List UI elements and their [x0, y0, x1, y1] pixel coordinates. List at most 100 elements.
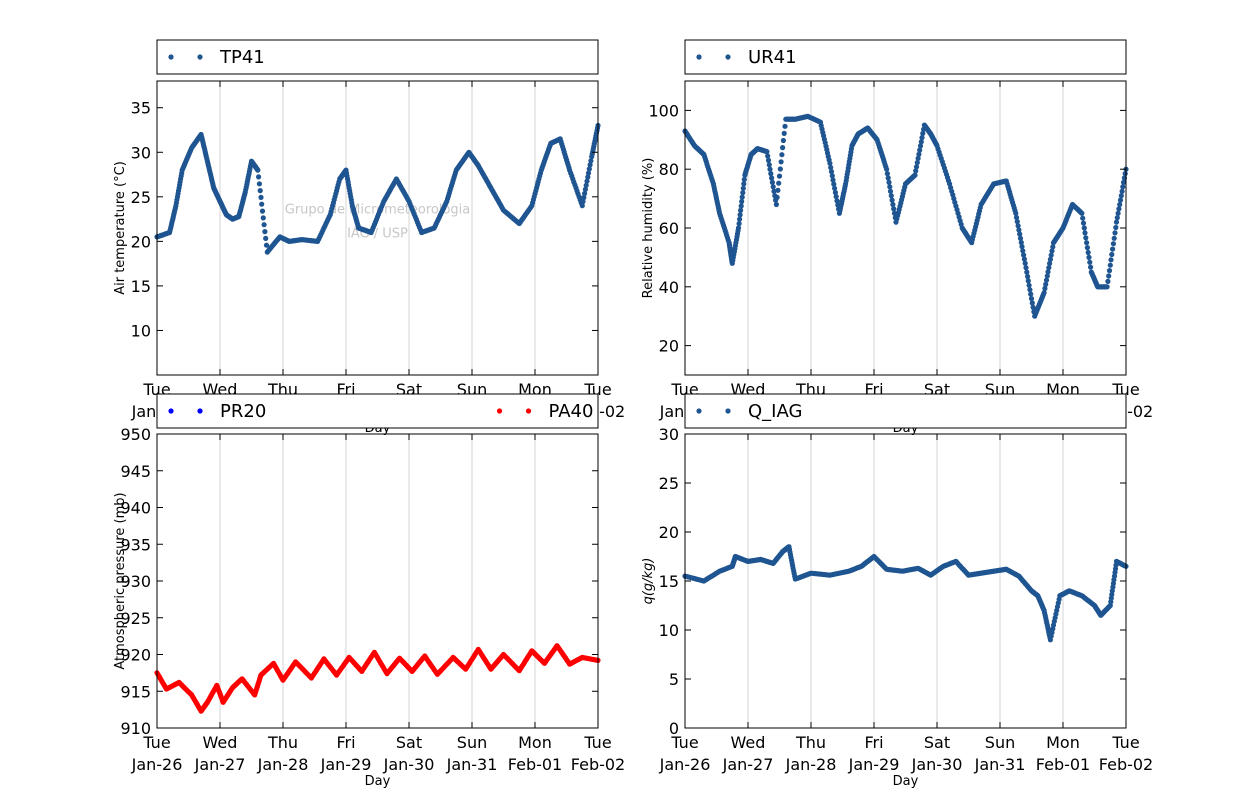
y-tick-label: 930	[120, 572, 151, 591]
axes-frame	[684, 80, 1127, 376]
data-point	[1025, 273, 1031, 280]
data-point	[1088, 264, 1094, 270]
data-point	[255, 167, 261, 173]
data-point	[1109, 251, 1115, 258]
data-point	[1112, 230, 1118, 236]
legend-marker	[168, 408, 174, 414]
data-point	[1043, 281, 1049, 287]
x-tick-label-date: Jan-30	[911, 755, 963, 774]
x-tick-label-date: Jan-28	[257, 755, 309, 774]
data-point	[263, 242, 270, 248]
x-tick-label-date: Jan-30	[383, 755, 435, 774]
data-point	[1050, 244, 1056, 250]
data-point	[834, 198, 840, 204]
data-point	[1113, 219, 1120, 225]
data-point	[1019, 244, 1025, 250]
data-point	[1041, 290, 1047, 296]
data-point	[737, 212, 743, 218]
data-point	[886, 179, 892, 185]
legend-marker	[525, 408, 532, 414]
data-point	[259, 208, 266, 214]
data-point	[1021, 256, 1027, 262]
data-point	[920, 130, 926, 136]
x-tick-label-date: Jan-27	[194, 755, 246, 774]
y-tick-label: 950	[120, 425, 151, 444]
data-point	[830, 177, 836, 183]
data-point	[776, 173, 783, 179]
data-point	[582, 190, 588, 197]
y-tick-label: 0	[669, 719, 679, 738]
y-tick-label: 80	[659, 160, 679, 179]
x-axis-label: Day	[365, 774, 391, 789]
y-tick-label: 20	[131, 232, 151, 251]
data-point	[1017, 231, 1023, 237]
data-point	[1044, 273, 1050, 279]
data-point	[259, 201, 265, 207]
data-point	[263, 235, 269, 241]
data-point	[888, 193, 894, 199]
data-point	[770, 184, 776, 190]
data-point	[1024, 269, 1030, 275]
specific-humidity-panel: 0 5 10 15 20 25 30 Tue Jan-26 Wed Jan-27 Thu Jan-28 F…	[641, 393, 1153, 789]
data-point	[767, 166, 773, 172]
legend-marker	[725, 408, 731, 414]
data-point	[913, 164, 920, 170]
data-point	[1013, 214, 1020, 221]
legend-frame	[156, 393, 599, 429]
x-tick-label-day: Sun	[985, 733, 1015, 752]
legend-frame	[156, 39, 599, 75]
data-point	[741, 181, 747, 187]
data-point	[1079, 210, 1085, 216]
axes-frame	[684, 433, 1127, 729]
legend-label: PR20	[220, 401, 266, 422]
legend-frame	[684, 39, 1127, 75]
data-point	[584, 178, 590, 184]
x-tick-label-day: Sat	[396, 733, 422, 752]
data-point	[256, 174, 262, 180]
x-tick-label-date: Feb-01	[508, 755, 562, 774]
data-point	[1029, 300, 1035, 306]
data-point	[764, 149, 770, 155]
legend-frame	[684, 393, 1127, 429]
data-point	[831, 181, 837, 187]
y-tick-label: 20	[659, 337, 679, 356]
data-point	[260, 215, 266, 221]
data-point	[738, 203, 744, 209]
data-point	[914, 160, 920, 166]
data-point	[1013, 210, 1019, 216]
data-point	[1043, 277, 1050, 283]
data-point	[765, 153, 771, 159]
data-point	[1116, 206, 1122, 212]
data-point	[1105, 278, 1111, 284]
data-point	[1084, 240, 1090, 246]
legend-label: Q_IAG	[748, 401, 802, 422]
data-point	[1017, 235, 1024, 241]
y-axis-label: q(g/kg)	[641, 558, 656, 605]
data-point	[1115, 210, 1121, 216]
data-point	[1085, 249, 1091, 256]
data-point	[1014, 219, 1020, 225]
data-point	[775, 187, 781, 193]
legend-marker	[168, 54, 174, 60]
data-point	[917, 147, 923, 153]
data-point	[1045, 269, 1051, 275]
legend: Q_IAG	[684, 393, 1127, 429]
y-tick-label: 910	[120, 719, 151, 738]
legend: PR20 PA40	[156, 393, 599, 429]
data-point	[582, 186, 589, 192]
data-point	[740, 190, 746, 196]
data-point	[1113, 224, 1119, 231]
data-point	[1114, 215, 1120, 221]
data-point	[832, 189, 839, 196]
y-axis-label: Atmospheric pressure (mb)	[113, 492, 128, 669]
data-point	[1110, 241, 1116, 247]
axes-frame	[156, 80, 599, 376]
data-point	[739, 194, 745, 200]
x-tick-label-day: Tue	[142, 733, 170, 752]
data-point	[585, 170, 592, 176]
data-point	[1021, 252, 1027, 258]
y-axis-label: Relative humidity (%)	[641, 158, 656, 299]
data-point	[918, 139, 924, 145]
